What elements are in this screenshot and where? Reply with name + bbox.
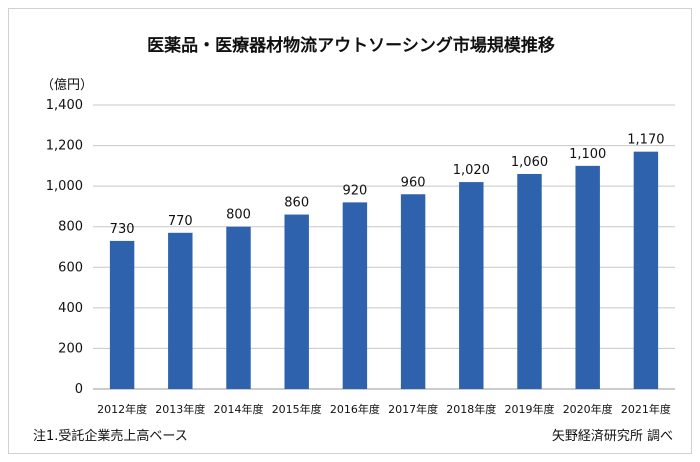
x-axis-ticks: 2012年度 2013年度 2014年度 2015年度 2016年度 2017年度 2018… xyxy=(97,402,671,416)
y-tick-label: 0 xyxy=(75,382,83,397)
x-tick-label: 2013年度 xyxy=(155,402,205,416)
bar xyxy=(633,151,659,389)
x-tick-label: 2017年度 xyxy=(388,402,438,416)
y-tick-label: 1,400 xyxy=(46,98,83,113)
data-label: 730 xyxy=(110,222,135,237)
chart-frame: 医薬品・医療器材物流アウトソーシング市場規模推移 （億円） 0 200 400 600… xyxy=(8,8,692,454)
bars xyxy=(109,151,659,389)
data-label: 1,020 xyxy=(453,163,490,178)
x-tick-label: 2014年度 xyxy=(214,402,264,416)
x-tick-label: 2021年度 xyxy=(621,402,671,416)
y-tick-label: 200 xyxy=(58,341,83,356)
data-labels: 730 770 800 860 920 960 1,020 1,060 1,100 1,170 xyxy=(110,133,665,237)
bar xyxy=(517,173,542,389)
x-tick-label: 2016年度 xyxy=(330,402,380,416)
bar xyxy=(575,165,600,389)
x-tick-label: 2018年度 xyxy=(446,402,496,416)
data-label: 860 xyxy=(284,196,309,211)
y-tick-label: 400 xyxy=(58,301,83,316)
bar xyxy=(109,240,135,389)
source-note: 矢野経済研究所 調べ xyxy=(552,428,673,444)
x-tick-label: 2012年度 xyxy=(97,402,147,416)
data-label: 770 xyxy=(168,214,193,229)
bar xyxy=(226,226,251,389)
y-tick-label: 1,000 xyxy=(46,179,83,194)
bar xyxy=(342,202,368,389)
data-label: 1,100 xyxy=(569,147,606,162)
footnote: 注1.受託企業売上高ベース xyxy=(33,428,188,444)
x-tick-label: 2020年度 xyxy=(563,402,613,416)
chart-title: 医薬品・医療器材物流アウトソーシング市場規模推移 xyxy=(147,35,555,56)
x-tick-label: 2015年度 xyxy=(272,402,322,416)
y-axis-unit: （億円） xyxy=(41,77,93,93)
bar xyxy=(459,182,484,389)
data-label: 1,170 xyxy=(627,133,664,148)
y-tick-label: 800 xyxy=(58,220,83,235)
bar xyxy=(168,232,193,389)
bar xyxy=(400,194,426,389)
x-tick-label: 2019年度 xyxy=(505,402,555,416)
y-axis-ticks: 0 200 400 600 800 1,000 1,200 1,400 xyxy=(46,98,83,397)
data-label: 920 xyxy=(342,183,367,198)
data-label: 1,060 xyxy=(511,155,548,170)
data-label: 800 xyxy=(226,208,251,223)
bar xyxy=(284,214,309,389)
y-tick-label: 600 xyxy=(58,260,83,275)
bar-chart: 医薬品・医療器材物流アウトソーシング市場規模推移 （億円） 0 200 400 600… xyxy=(33,35,675,444)
y-tick-label: 1,200 xyxy=(46,139,83,154)
data-label: 960 xyxy=(401,175,426,190)
